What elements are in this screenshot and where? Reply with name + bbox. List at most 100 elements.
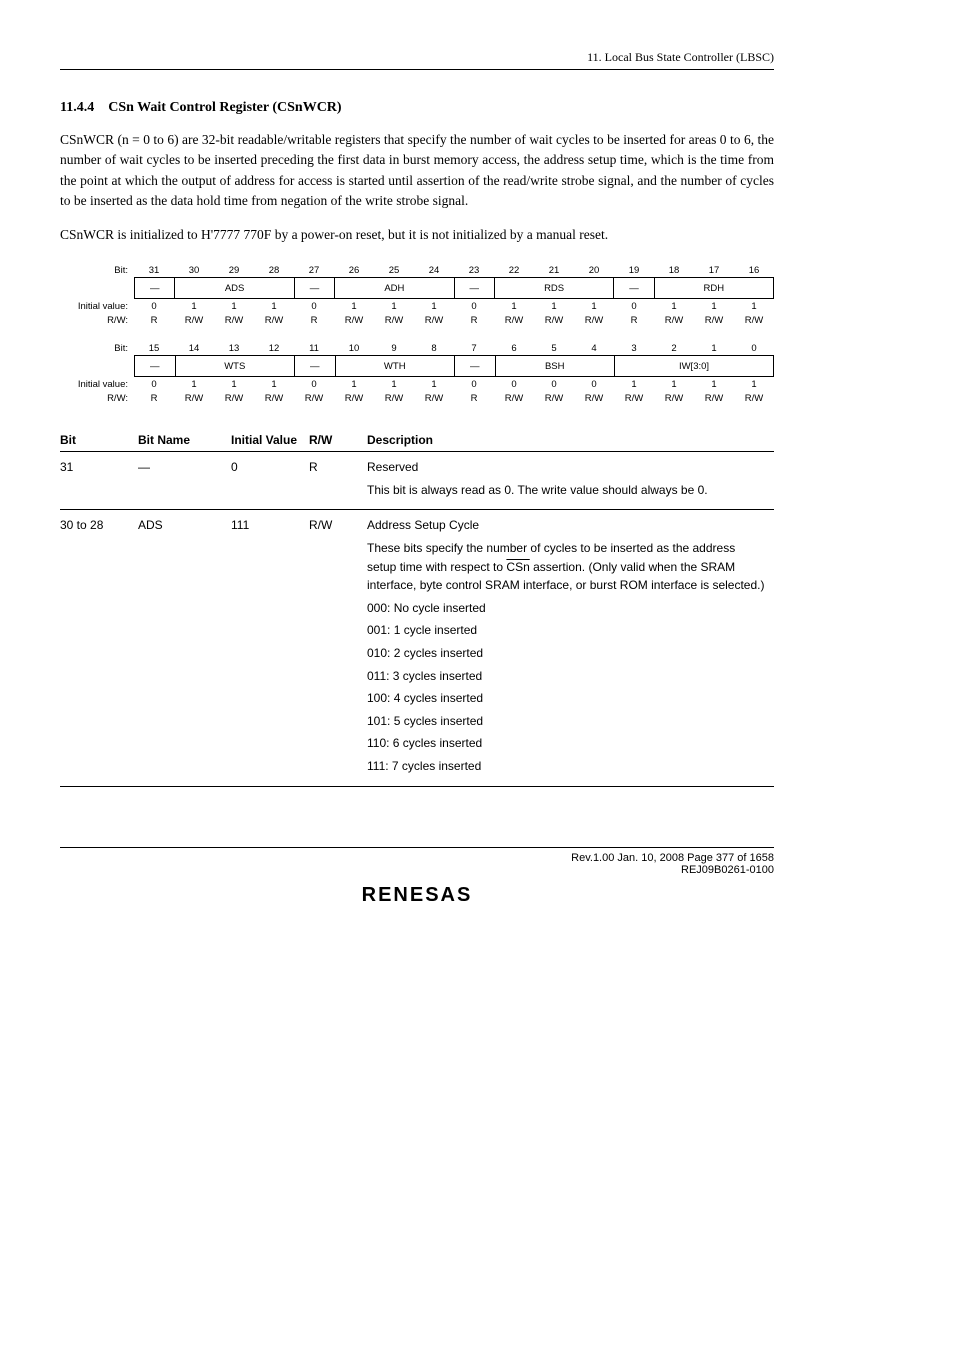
cell-description: Address Setup CycleThese bits specify th… <box>367 510 774 786</box>
bf-cell: 1 <box>374 299 414 313</box>
bf-cell: 30 <box>174 263 214 277</box>
bf-cell: 23 <box>454 263 494 277</box>
bf-cell: R/W <box>734 313 774 327</box>
paragraph-2: CSnWCR is initialized to H'7777 770F by … <box>60 225 774 245</box>
bf-cell: 6 <box>494 341 534 355</box>
bf-cell: 28 <box>254 263 294 277</box>
row-label: R/W: <box>60 393 134 404</box>
bf-field-name: — <box>294 355 335 377</box>
bf-field-name: RDH <box>654 277 774 299</box>
bf-cell: 1 <box>694 341 734 355</box>
bitfield-table-high: Bit: 31302928272625242322212019181716 —A… <box>60 263 774 327</box>
bf-cell: 31 <box>134 263 174 277</box>
bf-cell: R/W <box>174 313 214 327</box>
bf-cell: 9 <box>374 341 414 355</box>
row-label: Initial value: <box>60 301 134 312</box>
bf-cell: 1 <box>334 299 374 313</box>
bf-field-name: WTS <box>175 355 295 377</box>
bf-field-name: RDS <box>494 277 613 299</box>
bf-cell: R <box>134 391 174 405</box>
bf-cell: 0 <box>614 299 654 313</box>
section-number: 11.4.4 <box>60 100 94 115</box>
bf-cell: 22 <box>494 263 534 277</box>
bf-cell: 1 <box>214 377 254 391</box>
row-label: Bit: <box>60 343 134 354</box>
bf-cell: 0 <box>294 299 334 313</box>
page-footer: Rev.1.00 Jan. 10, 2008 Page 377 of 1658 … <box>60 847 774 876</box>
table-row: 30 to 28ADS111R/WAddress Setup CycleThes… <box>60 510 774 786</box>
bf-cell: R <box>454 313 494 327</box>
bf-cell: R/W <box>694 391 734 405</box>
bf-cell: 12 <box>254 341 294 355</box>
table-row: 31—0RReservedThis bit is always read as … <box>60 452 774 510</box>
bf-field-name: IW[3:0] <box>614 355 774 377</box>
bf-cell: 14 <box>174 341 214 355</box>
bf-field-name: — <box>134 355 175 377</box>
bf-cell: 0 <box>534 377 574 391</box>
footer-line2: REJ09B0261-0100 <box>60 864 774 876</box>
section-title: 11.4.4 CSn Wait Control Register (CSnWCR… <box>60 100 774 116</box>
cell-bit: 30 to 28 <box>60 510 138 786</box>
col-bitname: Bit Name <box>138 429 231 452</box>
bf-field-name: — <box>294 277 334 299</box>
bf-cell: 1 <box>614 377 654 391</box>
bf-cell: R/W <box>334 391 374 405</box>
renesas-logo: RENESAS <box>60 884 774 907</box>
col-bit: Bit <box>60 429 138 452</box>
cell-description: ReservedThis bit is always read as 0. Th… <box>367 452 774 510</box>
bit-index-row: Bit: 31302928272625242322212019181716 <box>60 263 774 277</box>
bf-cell: R/W <box>574 391 614 405</box>
bf-cell: R <box>294 313 334 327</box>
bf-cell: R <box>134 313 174 327</box>
col-initval: Initial Value <box>231 429 309 452</box>
bf-cell: R/W <box>374 391 414 405</box>
bf-field-name: ADS <box>174 277 293 299</box>
bf-cell: 0 <box>454 377 494 391</box>
bf-cell: 11 <box>294 341 334 355</box>
page-header: 11. Local Bus State Controller (LBSC) <box>60 50 774 70</box>
bf-cell: R/W <box>734 391 774 405</box>
bf-cell: R/W <box>494 313 534 327</box>
table-header-row: Bit Bit Name Initial Value R/W Descripti… <box>60 429 774 452</box>
bf-cell: R/W <box>574 313 614 327</box>
bf-cell: 21 <box>534 263 574 277</box>
bf-cell: 1 <box>374 377 414 391</box>
bf-cell: 1 <box>654 377 694 391</box>
description-table: Bit Bit Name Initial Value R/W Descripti… <box>60 429 774 786</box>
bf-cell: 24 <box>414 263 454 277</box>
bf-cell: 19 <box>614 263 654 277</box>
bf-cell: R/W <box>174 391 214 405</box>
bf-cell: 1 <box>694 377 734 391</box>
bf-cell: 10 <box>334 341 374 355</box>
bf-field-name: — <box>134 277 174 299</box>
rw-row: R/W: RR/WR/WR/WR/WR/WR/WR/WRR/WR/WR/WR/W… <box>60 391 774 405</box>
bf-cell: R/W <box>374 313 414 327</box>
bf-cell: 0 <box>734 341 774 355</box>
bf-cell: 13 <box>214 341 254 355</box>
row-label: Initial value: <box>60 379 134 390</box>
header-text: 11. Local Bus State Controller (LBSC) <box>587 50 774 64</box>
bf-cell: 1 <box>494 299 534 313</box>
bf-cell: 2 <box>654 341 694 355</box>
bf-cell: R/W <box>414 391 454 405</box>
bf-cell: 1 <box>334 377 374 391</box>
initial-value-row: Initial value: 0111011101110111 <box>60 299 774 313</box>
cell-bit: 31 <box>60 452 138 510</box>
rw-row: R/W: RR/WR/WR/WRR/WR/WR/WRR/WR/WR/WRR/WR… <box>60 313 774 327</box>
bf-cell: 1 <box>174 377 214 391</box>
bit-name-row: —ADS—ADH—RDS—RDH <box>60 277 774 299</box>
bf-cell: 1 <box>214 299 254 313</box>
bf-cell: R/W <box>294 391 334 405</box>
bf-cell: 1 <box>414 377 454 391</box>
bf-cell: 1 <box>694 299 734 313</box>
bf-cell: 0 <box>494 377 534 391</box>
bf-cell: 1 <box>734 377 774 391</box>
bf-cell: R <box>454 391 494 405</box>
bf-cell: 0 <box>134 299 174 313</box>
cell-name: — <box>138 452 231 510</box>
bf-cell: 5 <box>534 341 574 355</box>
footer-line1: Rev.1.00 Jan. 10, 2008 Page 377 of 1658 <box>60 852 774 864</box>
cell-iv: 0 <box>231 452 309 510</box>
bf-cell: R/W <box>534 391 574 405</box>
cell-rw: R/W <box>309 510 367 786</box>
